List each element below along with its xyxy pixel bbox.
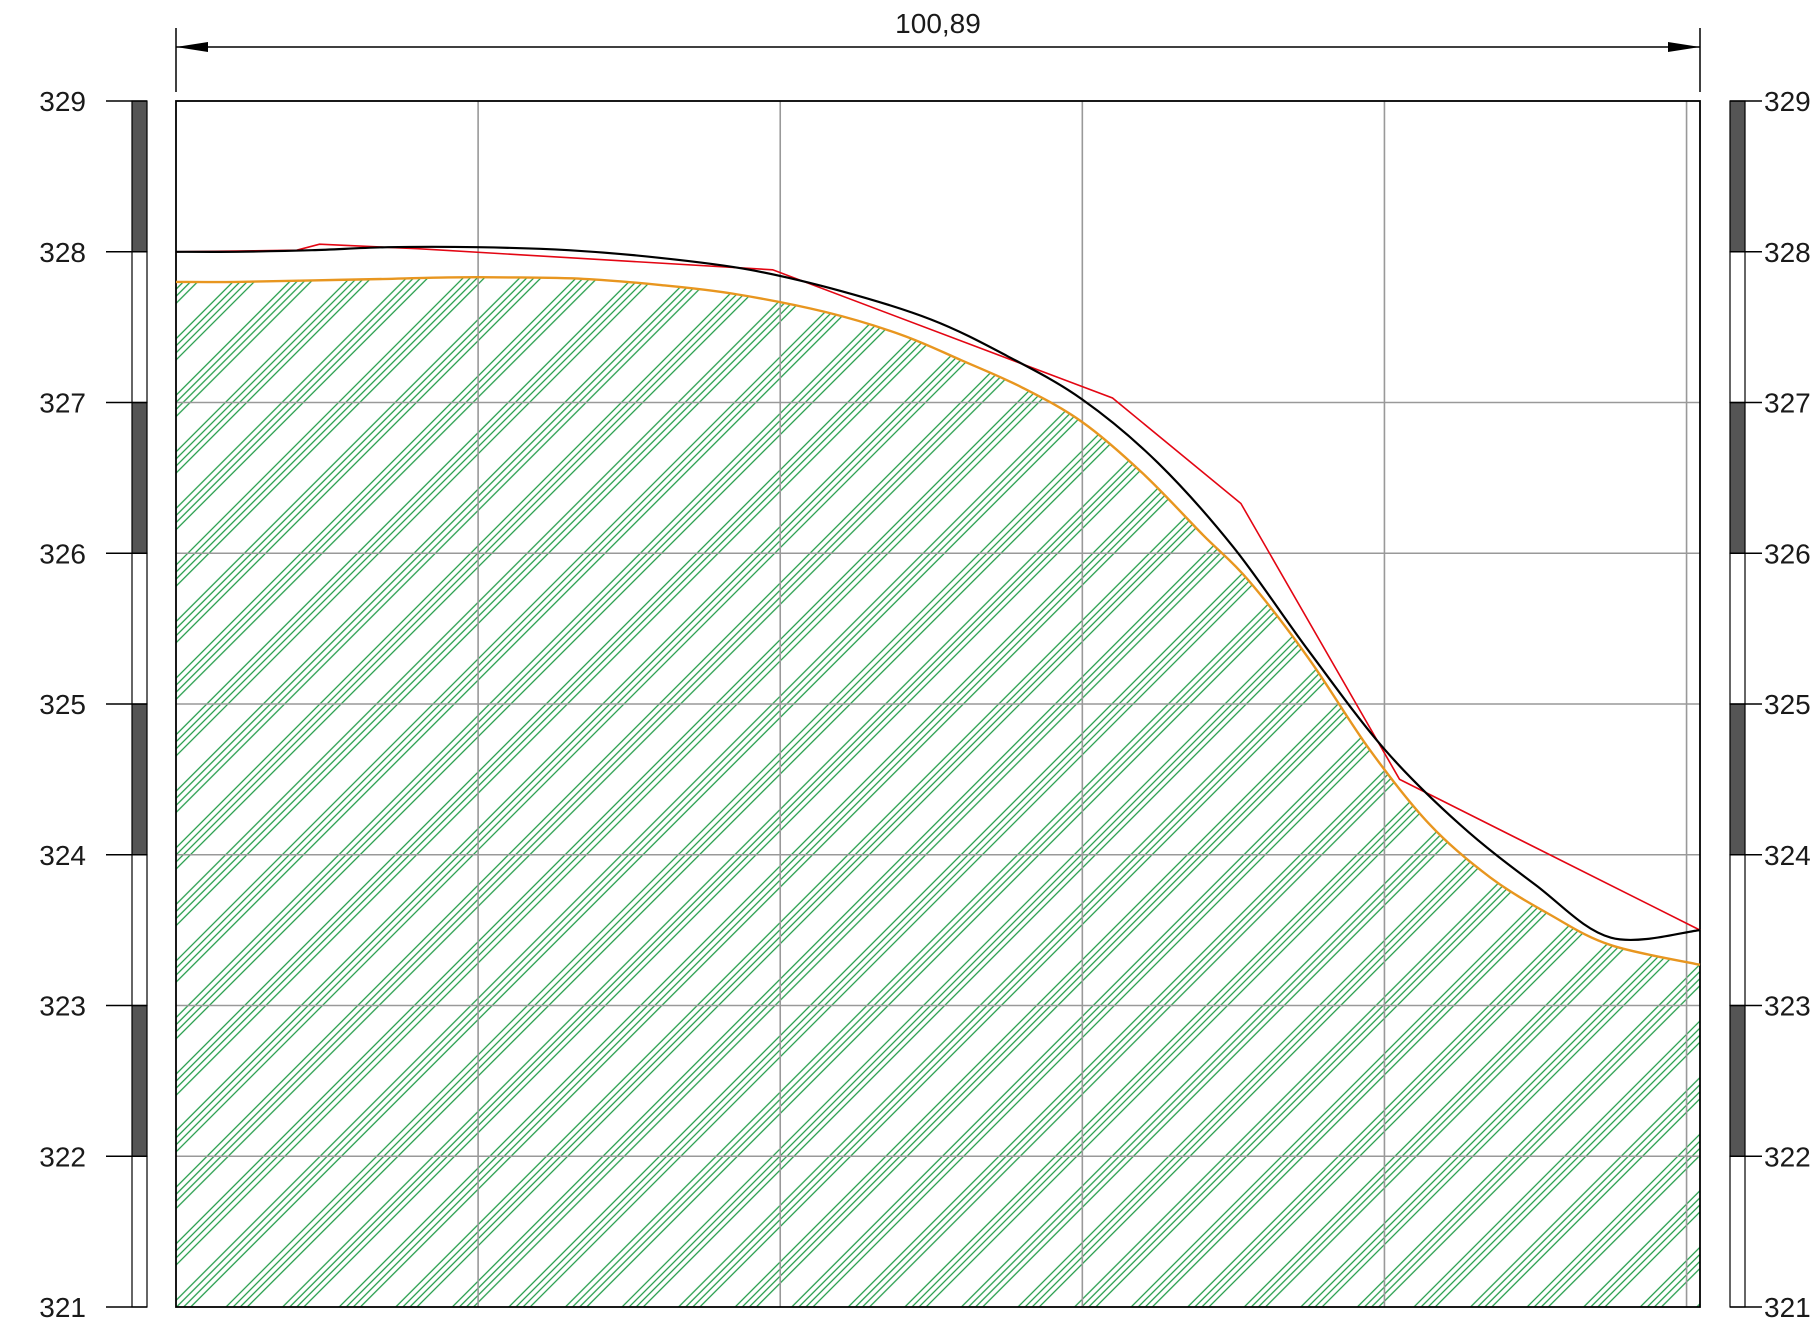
fill-top-line — [175, 275, 1701, 966]
scale-segment — [131, 100, 148, 253]
scale-segment — [1729, 100, 1746, 253]
scale-segment — [1729, 401, 1746, 554]
elevation-label: 325 — [1764, 689, 1811, 720]
elevation-label: 321 — [39, 1292, 86, 1322]
scale-segment — [131, 251, 148, 404]
elevation-label: 328 — [39, 237, 86, 268]
scale-segment — [1729, 854, 1746, 1007]
dimension-arrow-left — [176, 42, 208, 52]
elevation-label: 322 — [39, 1141, 86, 1172]
scale-segment — [1729, 251, 1746, 404]
elevation-label: 322 — [1764, 1141, 1811, 1172]
section-frame — [175, 100, 1701, 1308]
elevation-label: 329 — [1764, 86, 1811, 117]
scale-segment — [131, 401, 148, 554]
elevation-scale-right: 321 322 323 324 325 326 327 328 329 — [1729, 86, 1811, 1322]
elevation-scale-left: 321 322 323 324 325 326 327 328 329 — [39, 86, 148, 1322]
scale-segment — [131, 1004, 148, 1157]
scale-segment — [131, 703, 148, 856]
terrain-smoothed-line — [175, 245, 1701, 942]
fill-hatch-area — [176, 277, 1700, 1307]
scale-segment — [131, 552, 148, 705]
terrain-surveyed-line — [175, 243, 1701, 931]
elevation-label: 324 — [39, 840, 86, 871]
elevation-label: 326 — [1764, 538, 1811, 569]
elevation-label: 324 — [1764, 840, 1811, 871]
dimension-arrow-right — [1668, 42, 1700, 52]
scale-segment — [1729, 552, 1746, 705]
dimension-label: 100,89 — [895, 8, 981, 39]
scale-segment — [1729, 1155, 1746, 1308]
elevation-label: 326 — [39, 538, 86, 569]
grid — [176, 101, 1700, 1307]
scale-segment — [1729, 1004, 1746, 1157]
elevation-label: 329 — [39, 86, 86, 117]
overall-dimension: 100,89 — [175, 8, 1701, 92]
elevation-label: 327 — [39, 388, 86, 419]
elevation-label: 323 — [1764, 991, 1811, 1022]
scale-segment — [131, 854, 148, 1007]
elevation-label: 328 — [1764, 237, 1811, 268]
elevation-label: 325 — [39, 689, 86, 720]
elevation-label: 321 — [1764, 1292, 1811, 1322]
elevation-label: 327 — [1764, 388, 1811, 419]
scale-segment — [1729, 703, 1746, 856]
scale-segment — [131, 1155, 148, 1308]
elevation-label: 323 — [39, 991, 86, 1022]
